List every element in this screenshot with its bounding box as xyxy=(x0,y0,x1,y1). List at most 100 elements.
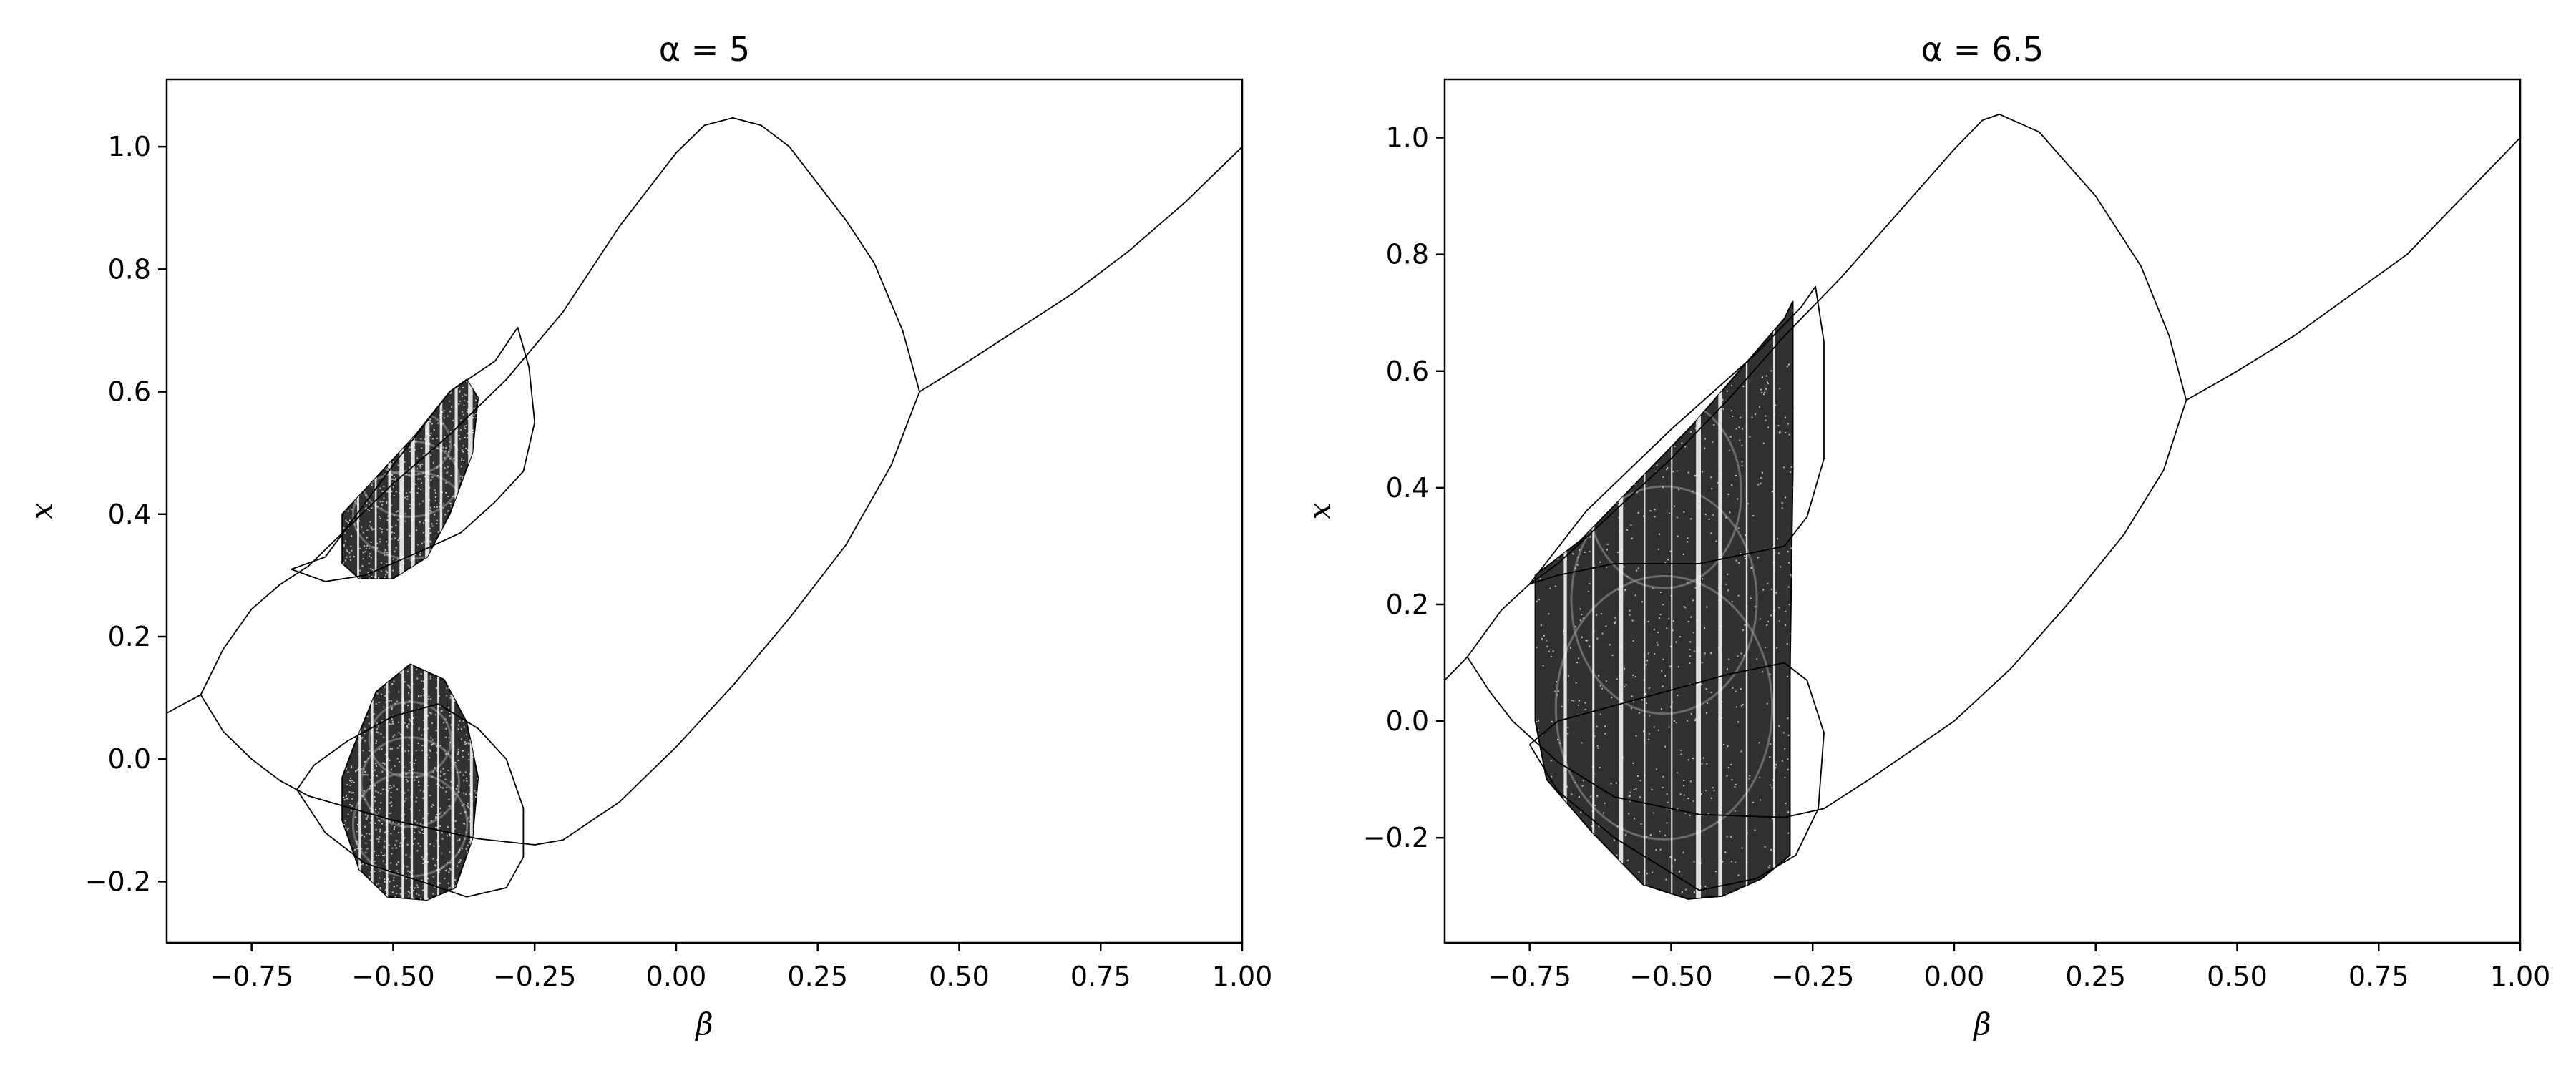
scatter-point xyxy=(449,868,451,869)
scatter-point xyxy=(416,468,419,470)
scatter-point xyxy=(457,749,459,751)
scatter-point xyxy=(1639,780,1641,782)
bifurcation-branch xyxy=(200,117,920,695)
scatter-point xyxy=(428,698,430,700)
scatter-point xyxy=(1600,613,1602,615)
scatter-point xyxy=(1707,702,1708,704)
scatter-point xyxy=(419,465,421,467)
scatter-point xyxy=(392,722,394,725)
scatter-point xyxy=(1660,708,1662,710)
scatter-point xyxy=(1782,732,1785,734)
scatter-point xyxy=(365,842,367,844)
scatter-point xyxy=(421,482,422,484)
scatter-point xyxy=(399,761,401,763)
scatter-point xyxy=(1790,466,1792,468)
scatter-point xyxy=(463,780,465,782)
scatter-point xyxy=(1769,756,1771,758)
scatter-point xyxy=(1646,660,1649,662)
scatter-point xyxy=(1652,587,1654,589)
scatter-point xyxy=(408,692,410,695)
scatter-point xyxy=(442,423,444,425)
scatter-point xyxy=(416,544,419,546)
scatter-point xyxy=(440,786,442,788)
scatter-point xyxy=(1624,667,1626,670)
scatter-point xyxy=(1735,706,1737,708)
scatter-point xyxy=(394,844,396,846)
scatter-point xyxy=(394,826,396,828)
scatter-point xyxy=(1737,498,1739,500)
scatter-point xyxy=(1617,589,1619,591)
scatter-point xyxy=(421,879,423,881)
scatter-point xyxy=(1597,747,1599,749)
scatter-point xyxy=(463,459,464,461)
scatter-point xyxy=(416,893,418,895)
scatter-point xyxy=(412,890,414,891)
scatter-point xyxy=(419,552,421,554)
scatter-point xyxy=(369,553,371,554)
scatter-point xyxy=(423,541,425,543)
scatter-point xyxy=(446,695,448,697)
scatter-point xyxy=(467,411,469,413)
bifurcation-branch xyxy=(1466,400,2187,818)
scatter-point xyxy=(1772,491,1774,493)
scatter-point xyxy=(1596,745,1599,747)
scatter-point xyxy=(400,831,402,833)
scatter-point xyxy=(444,457,446,459)
scatter-point xyxy=(1693,861,1695,863)
scatter-point xyxy=(436,816,438,818)
scatter-point xyxy=(366,715,369,717)
scatter-point xyxy=(389,870,391,871)
scatter-point xyxy=(430,432,432,434)
scatter-point xyxy=(393,680,395,682)
scatter-point xyxy=(362,863,364,865)
scatter-point xyxy=(369,510,370,511)
scatter-point xyxy=(1731,385,1732,387)
scatter-point xyxy=(364,551,366,553)
scatter-point xyxy=(350,559,352,561)
scatter-point xyxy=(1686,720,1688,722)
scatter-point xyxy=(1738,426,1740,428)
scatter-point xyxy=(1710,532,1712,534)
scatter-point xyxy=(353,556,355,558)
scatter-point xyxy=(376,883,377,886)
scatter-point xyxy=(1704,886,1707,888)
scatter-point xyxy=(444,878,446,879)
scatter-point xyxy=(371,484,373,486)
scatter-point xyxy=(466,381,468,383)
scatter-point xyxy=(391,718,393,720)
scatter-point xyxy=(1701,471,1703,473)
y-tick-label: 0.8 xyxy=(1386,239,1429,270)
scatter-point xyxy=(413,897,415,899)
scatter-point xyxy=(449,441,451,443)
scatter-point xyxy=(417,886,419,888)
scatter-point xyxy=(1684,607,1687,609)
scatter-point xyxy=(1578,704,1580,706)
scatter-point xyxy=(466,780,468,782)
scatter-point xyxy=(396,870,398,872)
scatter-point xyxy=(422,858,424,861)
scatter-point xyxy=(378,855,380,856)
scatter-point xyxy=(1676,516,1678,519)
scatter-point xyxy=(1574,567,1576,569)
scatter-point xyxy=(1701,683,1703,685)
scatter-point xyxy=(371,527,373,529)
scatter-point xyxy=(466,734,467,736)
scatter-point xyxy=(392,486,394,488)
periodic-window xyxy=(1745,300,1748,899)
scatter-point xyxy=(1792,486,1793,489)
scatter-point xyxy=(406,725,409,727)
scatter-point xyxy=(1787,768,1789,770)
scatter-point xyxy=(414,826,416,828)
scatter-point xyxy=(357,823,358,825)
axes-frame xyxy=(165,78,1244,944)
scatter-point xyxy=(347,828,349,829)
scatter-point xyxy=(1687,759,1689,761)
scatter-point xyxy=(439,807,441,809)
scatter-point xyxy=(376,775,378,777)
scatter-point xyxy=(369,839,371,841)
scatter-point xyxy=(448,798,450,800)
scatter-point xyxy=(1710,797,1712,799)
scatter-point xyxy=(439,784,441,786)
scatter-point xyxy=(409,507,411,509)
scatter-point xyxy=(379,828,381,831)
